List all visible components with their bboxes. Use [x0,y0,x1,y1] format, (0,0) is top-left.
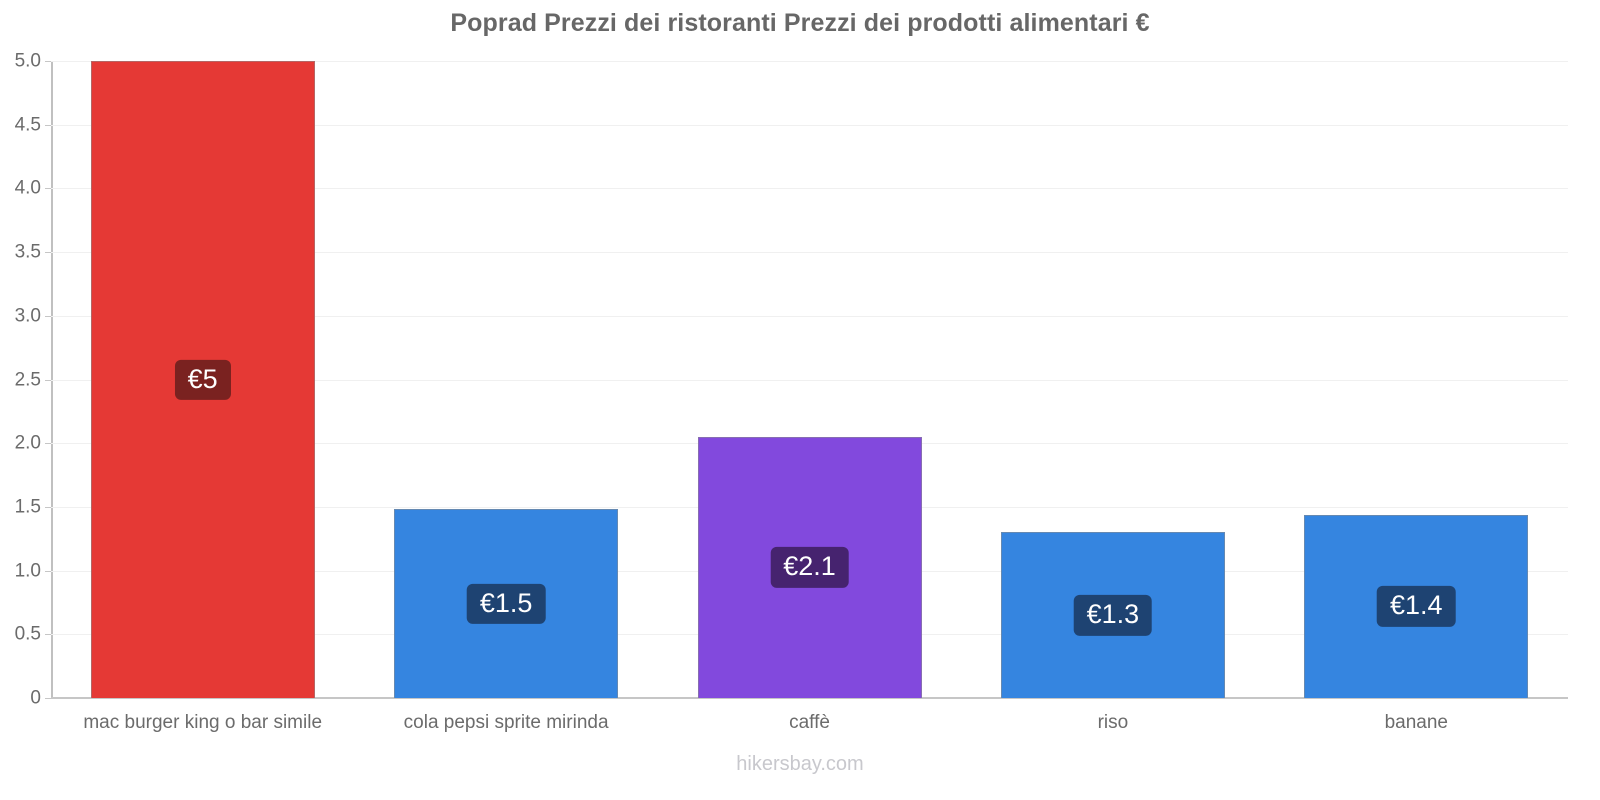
bar-value-label: €1.3 [1073,595,1153,636]
gridline [51,61,1568,62]
y-axis-tick-label: 0 [30,687,41,709]
x-axis-tick-label: banane [1384,712,1448,733]
gridline [51,315,1568,317]
y-axis-tick [45,252,51,254]
y-axis-tick [45,443,51,445]
y-axis-tick-label: 4.0 [14,177,41,199]
y-axis-tick-label: 1.5 [14,496,41,518]
y-axis-tick [45,188,51,190]
watermark-hikersbay: hikersbay.com [736,753,864,775]
y-axis-tick [45,61,51,62]
y-axis-tick-label: 2.0 [14,432,41,454]
y-axis-tick [45,379,51,381]
chart-title: Poprad Prezzi dei ristoranti Prezzi dei … [450,9,1150,37]
y-axis-tick [45,570,51,572]
bar-value-label: €1.4 [1377,586,1456,627]
gridline [51,188,1568,190]
bar-value-label: €5 [174,359,231,400]
y-axis-tick [45,315,51,317]
gridline [51,379,1568,381]
y-axis-tick-label: 0.5 [14,623,41,645]
bar-value-label: €1.5 [466,583,546,624]
y-axis-tick-label: 1.0 [14,560,41,582]
x-axis-tick-label: riso [1097,712,1129,733]
bar-value-label: €2.1 [770,547,849,588]
x-axis-tick-label: cola pepsi sprite mirinda [403,712,609,733]
gridline [51,124,1568,126]
y-axis-tick-label: 2.5 [14,369,41,390]
y-axis-tick [45,698,51,699]
plot-area: €5 €1.5 €2.1 €1.3 €1.4 [45,61,1568,699]
y-axis-tick [45,124,51,126]
y-axis-tick-label: 3.5 [14,241,41,263]
x-axis-tick-label: caffè [789,712,830,733]
y-axis-tick-label: 5.0 [14,50,41,72]
y-axis-tick-label: 3.0 [14,305,41,327]
x-axis-baseline [51,697,1568,699]
y-axis-tick-label: 4.5 [14,114,41,136]
x-axis-tick-label: mac burger king o bar simile [83,712,323,733]
gridline [51,252,1568,254]
y-axis-tick [45,506,51,508]
y-axis-tick [45,634,51,636]
